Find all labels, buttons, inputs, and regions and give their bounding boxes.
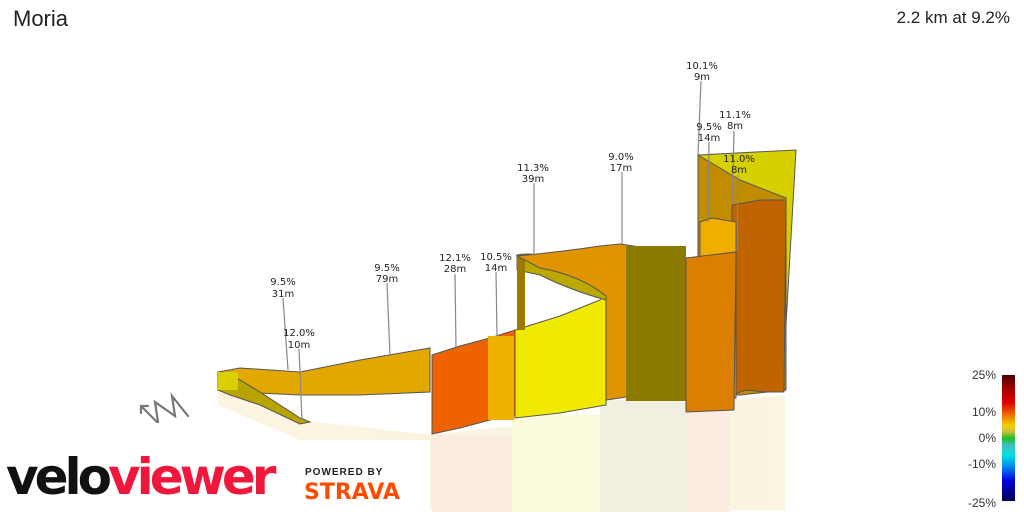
veloviewer-logo[interactable]: veloviewer — [6, 452, 276, 502]
annotation-length: 14m — [698, 133, 720, 144]
annotation-gradient: 12.1% — [439, 253, 471, 264]
annotation-gradient: 9.5% — [270, 277, 295, 288]
annotation-length: 39m — [522, 174, 544, 185]
legend-label-neg25: -25% — [967, 496, 996, 510]
annotation-length: 8m — [731, 165, 747, 176]
north-arrow-icon — [139, 392, 190, 424]
logo-velo: velo — [6, 448, 112, 506]
annotation-gradient: 11.1% — [719, 110, 751, 121]
annotation-length: 9m — [694, 72, 710, 83]
profile-section-orange — [431, 329, 516, 435]
annotation-length: 8m — [727, 121, 743, 132]
legend-label-10: 10% — [971, 405, 996, 419]
annotation-gradient: 10.5% — [480, 252, 512, 263]
annotation-length: 28m — [444, 264, 466, 275]
annotation-length: 17m — [610, 163, 632, 174]
legend-label-25: 25% — [971, 368, 996, 382]
logo-viewer: viewer — [108, 448, 276, 506]
legend-label-neg10: -10% — [967, 457, 996, 471]
annotation-length: 14m — [485, 263, 507, 274]
annotation-length: 10m — [288, 340, 310, 351]
annotation-gradient: 9.0% — [608, 152, 633, 163]
powered-by-label: POWERED BY — [305, 467, 384, 478]
annotation-gradient: 11.3% — [517, 163, 549, 174]
annotation-lines — [282, 80, 739, 421]
annotation-length: 31m — [272, 289, 294, 300]
legend-label-0: 0% — [978, 431, 996, 445]
profile-section-peak — [685, 149, 797, 413]
annotation-gradient: 11.0% — [723, 154, 755, 165]
annotation-length: 79m — [376, 274, 398, 285]
gradient-colorscale — [1002, 375, 1015, 501]
annotation-gradient: 9.5% — [374, 263, 399, 274]
profile-reflection — [218, 390, 785, 512]
strava-logo[interactable]: STRAVA — [304, 480, 400, 505]
annotation-labels: 9.5% 31m 12.0% 10m 9.5% 79m 12.1% 28m 10… — [270, 61, 755, 351]
profile-section-wave — [514, 243, 687, 419]
segment-summary: 2.2 km at 9.2% — [896, 8, 1010, 27]
profile-section-start — [217, 347, 431, 425]
annotation-gradient: 12.0% — [283, 328, 315, 339]
segment-title: Moria — [13, 6, 69, 31]
annotation-gradient: 10.1% — [686, 61, 718, 72]
annotation-gradient: 9.5% — [696, 122, 721, 133]
